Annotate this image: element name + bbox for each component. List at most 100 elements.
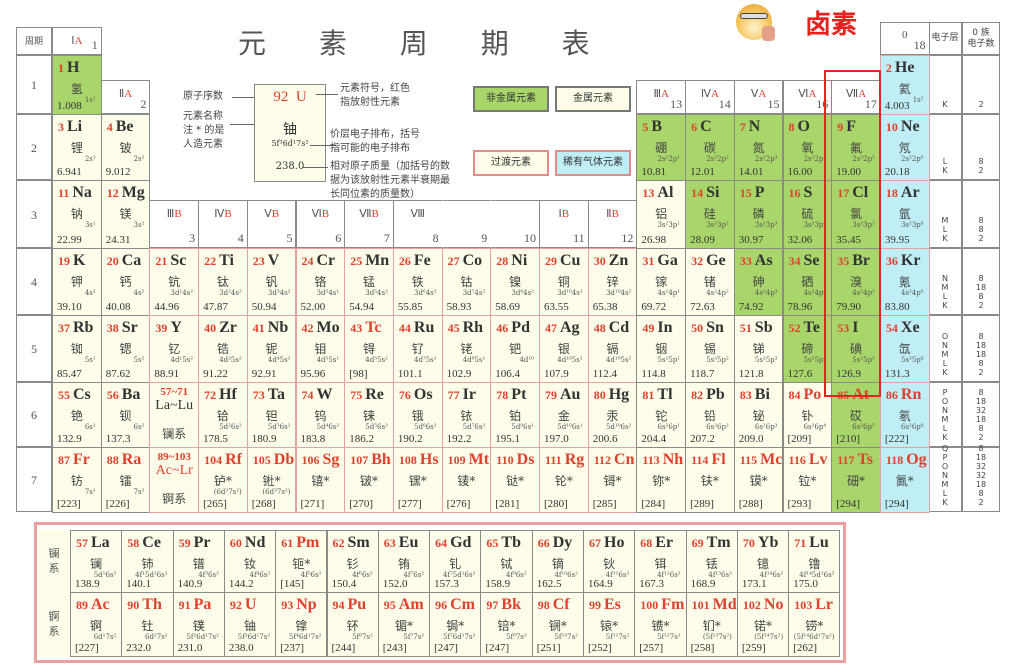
element-Pr[interactable]: 59 Pr 镨 4f³6s² 140.9 xyxy=(172,530,225,593)
element-Cd[interactable]: 48 Cd 镉 4d¹⁰5s² 112.4 xyxy=(587,315,638,383)
element-La[interactable]: 57 La 镧 5d¹6s² 138.9 xyxy=(70,530,123,593)
element-U[interactable]: 92 U 铀 5f³6d¹7s² 238.0 xyxy=(223,592,277,657)
element-Ac[interactable]: 89 Ac 锕 6d¹7s² [227] xyxy=(70,592,123,657)
element-Sr[interactable]: 38 Sr 锶 5s² 87.62 xyxy=(100,315,151,383)
element-Hg[interactable]: 80 Hg 汞 5d¹⁰6s² 200.6 xyxy=(587,382,638,448)
element-Ba[interactable]: 56 Ba 钡 6s² 137.3 xyxy=(100,382,151,448)
element-Ga[interactable]: 31 Ga 镓 4s²4p¹ 69.72 xyxy=(636,248,687,316)
element-Ra[interactable]: 88 Ra 镭 7s² [226] xyxy=(100,447,151,513)
element-Db[interactable]: 105 Db 𬭊* (6d³7s²) [268] xyxy=(246,447,297,513)
element-La~Lu[interactable]: 57~71 La~Lu 镧系 xyxy=(149,382,200,448)
element-Ts[interactable]: 117 Ts 鿬* [294] xyxy=(831,447,881,513)
element-H[interactable]: 1 H 氢 1s¹ 1.008 xyxy=(52,55,102,115)
element-Tc[interactable]: 43 Tc 锝 4d⁵5s² [98] xyxy=(344,315,394,383)
element-Os[interactable]: 76 Os 锇 5d⁶6s² 190.2 xyxy=(392,382,443,448)
element-Be[interactable]: 4 Be 铍 2s² 9.012 xyxy=(100,114,151,181)
element-Cs[interactable]: 55 Cs 铯 6s¹ 132.9 xyxy=(52,382,102,448)
element-Dy[interactable]: 66 Dy 镝 4f¹⁰6s² 162.5 xyxy=(531,530,584,593)
element-Pa[interactable]: 91 Pa 镤 5f²6d¹7s² 231.0 xyxy=(172,592,225,657)
element-Rg[interactable]: 111 Rg 𬬭* [280] xyxy=(539,447,589,513)
element-Nd[interactable]: 60 Nd 钕 4f⁴6s² 144.2 xyxy=(223,530,277,593)
element-Po[interactable]: 84 Po 钋 6s²6p⁴ [209] xyxy=(782,382,833,448)
element-Ar[interactable]: 18 Ar 氩 3s²3p⁶ 39.95 xyxy=(879,180,930,249)
element-Ac~Lr[interactable]: 89~103 Ac~Lr 锕系 xyxy=(149,447,200,513)
element-Ds[interactable]: 110 Ds 𫟼* [281] xyxy=(490,447,540,513)
element-V[interactable]: 23 V 钒 3d³4s² 50.94 xyxy=(246,248,297,316)
element-W[interactable]: 74 W 钨 5d⁴6s² 183.8 xyxy=(295,382,346,448)
element-Eu[interactable]: 63 Eu 铕 4f⁷6s² 152.0 xyxy=(377,530,431,593)
element-Nh[interactable]: 113 Nh 鿭* [284] xyxy=(636,447,687,513)
element-Ce[interactable]: 58 Ce 铈 4f¹5d¹6s² 140.1 xyxy=(121,530,174,593)
element-Zr[interactable]: 40 Zr 锆 4d²5s² 91.22 xyxy=(198,315,248,383)
element-S[interactable]: 16 S 硫 3s²3p⁴ 32.06 xyxy=(782,180,833,249)
element-F[interactable]: 9 F 氟 2s²2p⁵ 19.00 xyxy=(831,114,881,181)
element-Br[interactable]: 35 Br 溴 4s²4p⁵ 79.90 xyxy=(831,248,881,316)
element-Cu[interactable]: 29 Cu 铜 3d¹⁰4s¹ 63.55 xyxy=(539,248,589,316)
element-K[interactable]: 19 K 钾 4s¹ 39.10 xyxy=(52,248,102,316)
element-Mc[interactable]: 115 Mc 镆* [288] xyxy=(733,447,784,513)
element-Lr[interactable]: 103 Lr 铹* (5f¹⁴6d¹7s²) [262] xyxy=(788,592,841,657)
element-Rb[interactable]: 37 Rb 铷 5s¹ 85.47 xyxy=(52,315,102,383)
element-No[interactable]: 102 No 锘* (5f¹⁴7s²) [259] xyxy=(736,592,790,657)
element-Pu[interactable]: 94 Pu 钚 5f⁶7s² [244] xyxy=(326,592,379,657)
element-Te[interactable]: 52 Te 碲 5s²5p⁴ 127.6 xyxy=(782,315,833,383)
element-Mn[interactable]: 25 Mn 锰 3d⁵4s² 54.94 xyxy=(344,248,394,316)
element-Cf[interactable]: 98 Cf 锎* 5f¹⁰7s² [251] xyxy=(531,592,584,657)
element-Yb[interactable]: 70 Yb 镱 4f¹⁴6s² 173.1 xyxy=(736,530,790,593)
element-As[interactable]: 33 As 砷 4s²4p³ 74.92 xyxy=(733,248,784,316)
element-Cm[interactable]: 96 Cm 锔* 5f⁷6d¹7s² [247] xyxy=(429,592,482,657)
element-Rf[interactable]: 104 Rf 𬬻* (6d²7s²) [265] xyxy=(198,447,248,513)
element-He[interactable]: 2 He 氦 1s² 4.003 xyxy=(879,55,930,115)
element-Si[interactable]: 14 Si 硅 3s²3p² 28.09 xyxy=(685,180,735,249)
element-Al[interactable]: 13 Al 铝 3s²3p¹ 26.98 xyxy=(636,180,687,249)
element-Mg[interactable]: 12 Mg 镁 3s² 24.31 xyxy=(100,180,151,249)
element-Pd[interactable]: 46 Pd 钯 4d¹⁰ 106.4 xyxy=(490,315,540,383)
element-C[interactable]: 6 C 碳 2s²2p² 12.01 xyxy=(685,114,735,181)
element-Mt[interactable]: 109 Mt 鿏* [276] xyxy=(441,447,492,513)
element-Rn[interactable]: 86 Rn 氡 6s²6p⁶ [222] xyxy=(879,382,930,448)
element-Fr[interactable]: 87 Fr 钫 7s¹ [223] xyxy=(52,447,102,513)
element-Tb[interactable]: 65 Tb 铽 4f⁹6s² 158.9 xyxy=(480,530,533,593)
element-Ru[interactable]: 44 Ru 钌 4d⁷5s¹ 101.1 xyxy=(392,315,443,383)
element-Ir[interactable]: 77 Ir 铱 5d⁷6s² 192.2 xyxy=(441,382,492,448)
element-Th[interactable]: 90 Th 钍 6d²7s² 232.0 xyxy=(121,592,174,657)
element-Np[interactable]: 93 Np 镎 5f⁴6d¹7s² [237] xyxy=(275,592,328,657)
element-Sm[interactable]: 62 Sm 钐 4f⁶6s² 150.4 xyxy=(326,530,379,593)
element-Ni[interactable]: 28 Ni 镍 3d⁸4s² 58.69 xyxy=(490,248,540,316)
element-Tl[interactable]: 81 Tl 铊 6s²6p¹ 204.4 xyxy=(636,382,687,448)
element-Li[interactable]: 3 Li 锂 2s¹ 6.941 xyxy=(52,114,102,181)
element-Ge[interactable]: 32 Ge 锗 4s²4p² 72.63 xyxy=(685,248,735,316)
element-At[interactable]: 85 At 砹 6s²6p⁵ [210] xyxy=(831,382,881,448)
element-Ca[interactable]: 20 Ca 钙 4s² 40.08 xyxy=(100,248,151,316)
element-Fe[interactable]: 26 Fe 铁 3d⁶4s² 55.85 xyxy=(392,248,443,316)
element-Hs[interactable]: 108 Hs 𬭶* [277] xyxy=(392,447,443,513)
element-N[interactable]: 7 N 氮 2s²2p³ 14.01 xyxy=(733,114,784,181)
element-Xe[interactable]: 54 Xe 氙 5s²5p⁶ 131.3 xyxy=(879,315,930,383)
element-Er[interactable]: 68 Er 铒 4f¹²6s² 167.3 xyxy=(634,530,687,593)
element-Bh[interactable]: 107 Bh 𬭛* [270] xyxy=(344,447,394,513)
element-Lu[interactable]: 71 Lu 镥 4f¹⁴5d¹6s² 175.0 xyxy=(788,530,841,593)
element-Mo[interactable]: 42 Mo 钼 4d⁵5s¹ 95.96 xyxy=(295,315,346,383)
element-Ne[interactable]: 10 Ne 氖 2s²2p⁶ 20.18 xyxy=(879,114,930,181)
element-Tm[interactable]: 69 Tm 铥 4f¹³6s² 168.9 xyxy=(685,530,738,593)
element-Co[interactable]: 27 Co 钴 3d⁷4s² 58.93 xyxy=(441,248,492,316)
element-Fm[interactable]: 100 Fm 镄* 5f¹²7s² [257] xyxy=(634,592,687,657)
element-Au[interactable]: 79 Au 金 5d¹⁰6s¹ 197.0 xyxy=(539,382,589,448)
element-Ho[interactable]: 67 Ho 钬 4f¹¹6s² 164.9 xyxy=(583,530,636,593)
element-Na[interactable]: 11 Na 钠 3s¹ 22.99 xyxy=(52,180,102,249)
element-B[interactable]: 5 B 硼 2s²2p¹ 10.81 xyxy=(636,114,687,181)
element-O[interactable]: 8 O 氧 2s²2p⁴ 16.00 xyxy=(782,114,833,181)
element-Rh[interactable]: 45 Rh 铑 4d⁸5s¹ 102.9 xyxy=(441,315,492,383)
element-Md[interactable]: 101 Md 钔* (5f¹³7s²) [258] xyxy=(685,592,738,657)
element-Nb[interactable]: 41 Nb 铌 4d⁴5s¹ 92.91 xyxy=(246,315,297,383)
element-Lv[interactable]: 116 Lv 𫟷* [293] xyxy=(782,447,833,513)
element-Pb[interactable]: 82 Pb 铅 6s²6p² 207.2 xyxy=(685,382,735,448)
element-Ti[interactable]: 22 Ti 钛 3d²4s² 47.87 xyxy=(198,248,248,316)
element-Cr[interactable]: 24 Cr 铬 3d⁵4s¹ 52.00 xyxy=(295,248,346,316)
element-Pm[interactable]: 61 Pm 钷* 4f⁵6s² [145] xyxy=(275,530,328,593)
element-Og[interactable]: 118 Og 鿫* [294] xyxy=(879,447,930,513)
element-Re[interactable]: 75 Re 铼 5d⁵6s² 186.2 xyxy=(344,382,394,448)
element-Se[interactable]: 34 Se 硒 4s²4p⁴ 78.96 xyxy=(782,248,833,316)
element-Ta[interactable]: 73 Ta 钽 5d³6s² 180.9 xyxy=(246,382,297,448)
element-Kr[interactable]: 36 Kr 氪 4s²4p⁶ 83.80 xyxy=(879,248,930,316)
